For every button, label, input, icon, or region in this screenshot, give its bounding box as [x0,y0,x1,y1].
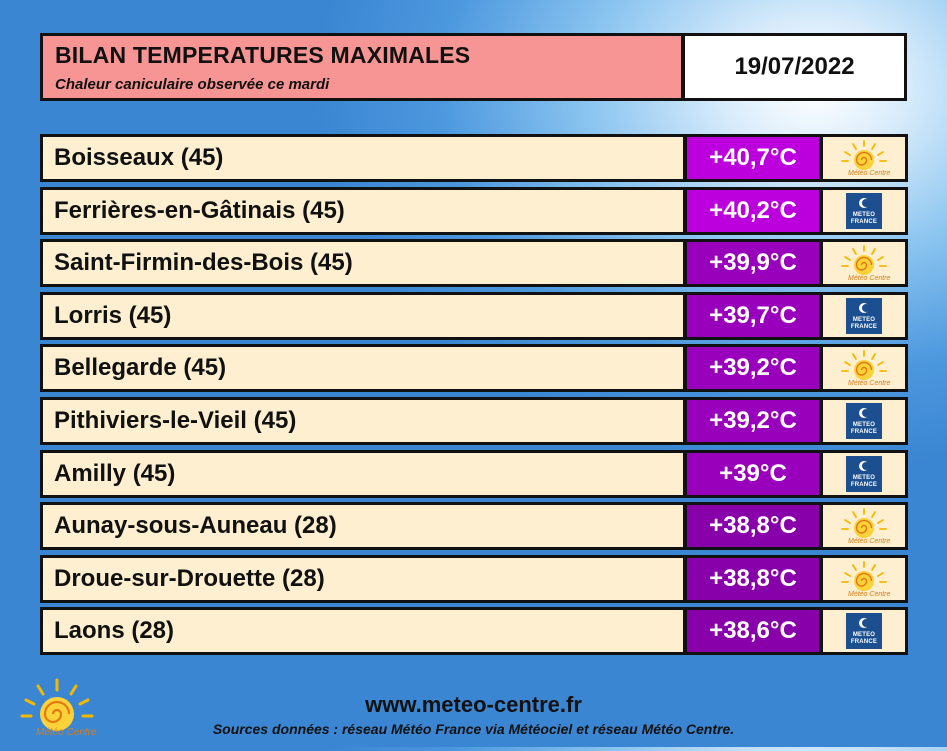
meteo-france-logo-icon: METEO FRANCE [846,403,882,439]
table-row: Saint-Firmin-des-Bois (45) +39,9°C Météo C… [40,239,908,288]
meteo-centre-label: Météo Centre [848,380,891,388]
date-box: 19/07/2022 [682,33,907,101]
data-source-logo: Météo Centre [820,502,908,551]
data-sources-note: Sources données : réseau Météo France vi… [212,721,735,737]
data-source-logo: Météo Centre [820,239,908,288]
data-source-logo: METEO FRANCE [820,397,908,445]
max-temperature: +39,9°C [684,239,822,288]
page-subtitle: Chaleur caniculaire observée ce mardi [55,76,330,93]
table-row: Bellegarde (45) +39,2°C Météo Centre [40,344,908,393]
max-temperature: +38,6°C [684,607,822,656]
data-source-logo: Météo Centre [820,134,908,182]
meteo-france-logo-icon: METEO FRANCE [846,192,882,229]
max-temperature: +38,8°C [684,554,822,603]
meteo-centre-logo-icon: Météo Centre [834,506,894,546]
max-temperature: +40,2°C [684,186,822,235]
table-row: Droue-sur-Drouette (28) +38,8°C Météo Cent… [40,554,908,603]
station-name: Pithiviers-le-Vieil (45) [40,397,686,445]
max-temperature: +39,2°C [684,397,822,445]
max-temperature: +39°C [684,449,822,498]
title-banner: BILAN TEMPERATURES MAXIMALES Chaleur can… [40,33,684,101]
table-row: Boisseaux (45) +40,7°C Météo Centre [40,134,908,182]
data-source-logo: Météo Centre [820,554,908,603]
table-row: Aunay-sous-Auneau (28) +38,8°C Météo Centr… [40,502,908,551]
meteo-france-logo-icon: METEO FRANCE [846,455,882,492]
meteo-france-label: METEO FRANCE [850,474,878,488]
table-row: Lorris (45) +39,7°C METEO FRANCE [40,291,908,340]
table-row: Ferrières-en-Gâtinais (45) +40,2°C METEO F… [40,186,908,235]
max-temperature: +39,7°C [684,291,822,340]
meteo-centre-label: Météo Centre [848,275,891,283]
station-name: Ferrières-en-Gâtinais (45) [40,186,686,235]
meteo-france-logo-icon: METEO FRANCE [846,297,882,334]
max-temperature: +40,7°C [684,134,822,182]
meteo-centre-label: Météo Centre [36,727,97,738]
sun-icon [20,678,94,731]
station-name: Lorris (45) [40,291,686,340]
max-temperature: +38,8°C [684,502,822,551]
meteo-centre-label: Météo Centre [848,538,891,546]
table-row: Pithiviers-le-Vieil (45) +39,2°C METEO FRA… [40,397,908,445]
meteo-centre-logo-icon: Météo Centre [834,348,894,388]
data-source-logo: METEO FRANCE [820,186,908,235]
station-name: Boisseaux (45) [40,134,686,182]
station-name: Aunay-sous-Auneau (28) [40,502,686,551]
meteo-france-logo-icon: METEO FRANCE [846,613,882,650]
meteo-france-label: METEO FRANCE [850,422,878,435]
meteo-france-label: METEO FRANCE [850,632,878,646]
table-row: Laons (28) +38,6°C METEO FRANCE [40,607,908,656]
data-source-logo: METEO FRANCE [820,291,908,340]
website-url[interactable]: www.meteo-centre.fr [365,692,582,717]
meteo-centre-corner-logo: Météo Centre [12,672,102,746]
meteo-centre-logo-icon: Météo Centre [834,559,894,599]
station-name: Droue-sur-Drouette (28) [40,554,686,603]
meteo-france-label: METEO FRANCE [850,316,878,330]
max-temperature: +39,2°C [684,344,822,393]
meteo-france-label: METEO FRANCE [850,211,878,225]
meteo-centre-label: Météo Centre [848,170,891,177]
meteo-centre-logo-icon: Météo Centre [834,243,894,283]
page-title: BILAN TEMPERATURES MAXIMALES [55,42,471,68]
meteo-centre-logo-icon: Météo Centre [834,138,894,178]
station-name: Amilly (45) [40,449,686,498]
station-name: Bellegarde (45) [40,344,686,393]
meteo-centre-label: Météo Centre [848,590,891,598]
data-source-logo: METEO FRANCE [820,607,908,656]
data-source-logo: METEO FRANCE [820,449,908,498]
station-name: Laons (28) [40,607,686,656]
table-row: Amilly (45) +39°C METEO FRANCE [40,449,908,498]
station-name: Saint-Firmin-des-Bois (45) [40,239,686,288]
data-source-logo: Météo Centre [820,344,908,393]
